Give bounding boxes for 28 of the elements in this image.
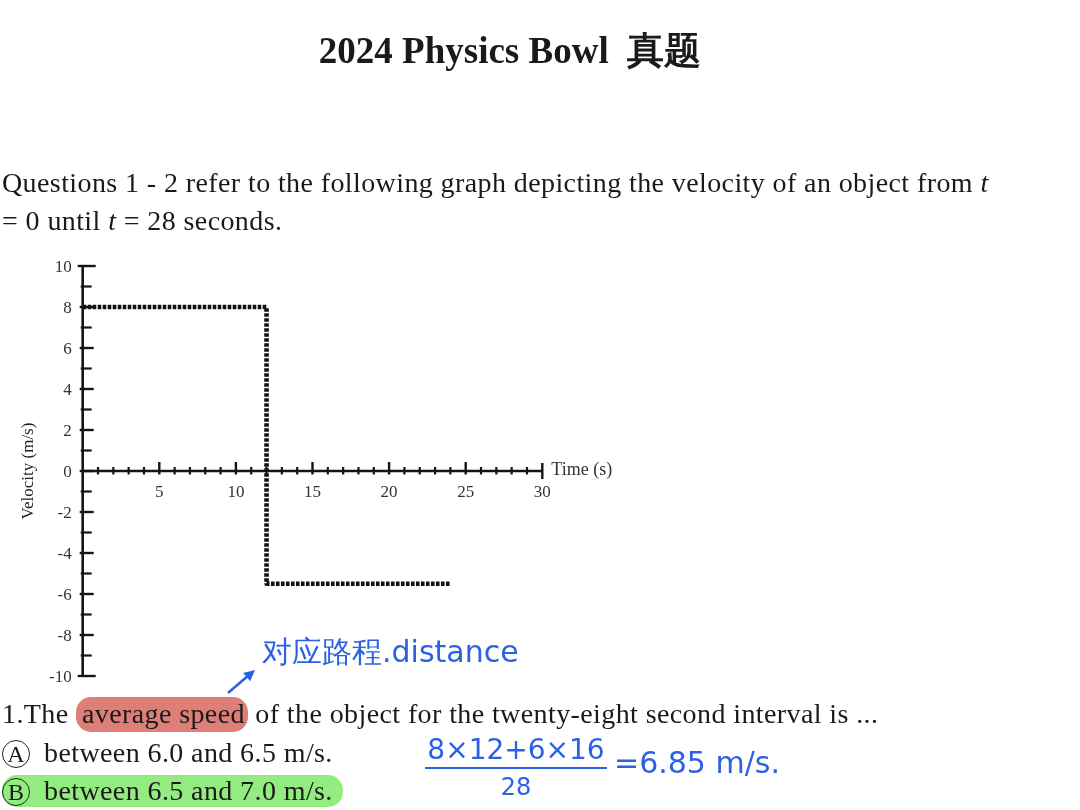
y-tick-label: -6 (57, 584, 72, 604)
text: Questions 1 - 2 refer to the following graph depicting the velocity of an object from t = 0 until t = 28 seconds. (2, 167, 989, 236)
text: B between 6.5 and 7.0 m/s. (2, 775, 343, 807)
text: 8×12+6×16 (425, 733, 607, 769)
text: =6.85 m/s. (614, 745, 780, 781)
y-tick-label: -4 (57, 543, 73, 563)
chart-title: 2024 Physics Bowl 真题 (317, 29, 703, 73)
y-tick-label: 4 (63, 379, 73, 399)
x-axis-title: Time (s) (551, 459, 613, 480)
y-tick-label: 6 (63, 338, 72, 358)
y-tick-label: -2 (57, 502, 72, 522)
text: 28 (499, 772, 533, 802)
text: A between 6.0 and 6.5 m/s. (6, 737, 333, 769)
y-tick-label: 8 (63, 297, 72, 317)
annotation: 对应路程.distance (262, 634, 519, 670)
x-tick-label: 20 (380, 481, 398, 501)
y-tick-label: -8 (57, 625, 72, 645)
y-tick-label: 2 (63, 420, 72, 440)
x-tick-label: 30 (533, 481, 551, 501)
text: 1.The average speed of the object for the twenty-eight second interval is ... (2, 697, 879, 731)
x-tick-label: 10 (227, 481, 245, 501)
y-tick-label: 0 (63, 461, 72, 481)
x-tick-label: 15 (304, 481, 321, 501)
y-axis-title: Velocity (m/s) (17, 422, 37, 520)
x-tick-label: 25 (457, 481, 475, 501)
y-tick-label: -10 (49, 666, 72, 686)
y-tick-label: 10 (54, 256, 72, 276)
x-tick-label: 5 (155, 481, 164, 501)
